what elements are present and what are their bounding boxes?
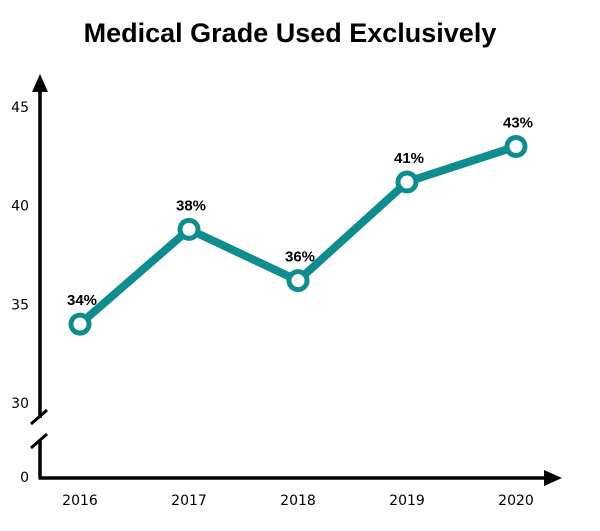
x-tick-label: 2016 xyxy=(62,493,98,509)
series-line-group xyxy=(68,134,528,336)
y-tick-label: 0 xyxy=(20,470,29,486)
data-point xyxy=(177,217,201,241)
axis-break-mark-upper xyxy=(30,408,48,426)
y-tick-label: 45 xyxy=(11,100,29,116)
x-tick-label: 2019 xyxy=(389,493,425,509)
data-label: 43% xyxy=(503,114,533,131)
x-tick-label: 2018 xyxy=(280,493,316,509)
data-point xyxy=(286,269,310,293)
series-line xyxy=(76,142,520,329)
data-label: 34% xyxy=(67,292,97,309)
y-tick-labels: 0 30 35 40 45 xyxy=(11,100,29,486)
y-tick-label: 40 xyxy=(11,199,29,215)
data-point xyxy=(395,170,419,194)
data-point xyxy=(504,134,528,158)
y-axis-arrow xyxy=(32,74,48,92)
axis-break-mark-lower xyxy=(30,432,48,450)
data-label-group: 34% 38% 36% 41% 43% xyxy=(67,114,533,309)
x-tick-labels: 2016 2017 2018 2019 2020 xyxy=(62,493,534,509)
x-tick-label: 2017 xyxy=(171,493,207,509)
data-point xyxy=(68,312,92,336)
data-label: 36% xyxy=(285,249,315,266)
x-tick-label: 2020 xyxy=(498,493,534,509)
y-tick-label: 35 xyxy=(11,297,29,313)
y-tick-label: 30 xyxy=(11,396,29,412)
chart-title: Medical Grade Used Exclusively xyxy=(83,18,497,48)
data-label: 41% xyxy=(394,150,424,167)
x-axis-arrow xyxy=(544,470,562,486)
data-label: 38% xyxy=(176,197,206,214)
chart-axes xyxy=(30,74,562,486)
